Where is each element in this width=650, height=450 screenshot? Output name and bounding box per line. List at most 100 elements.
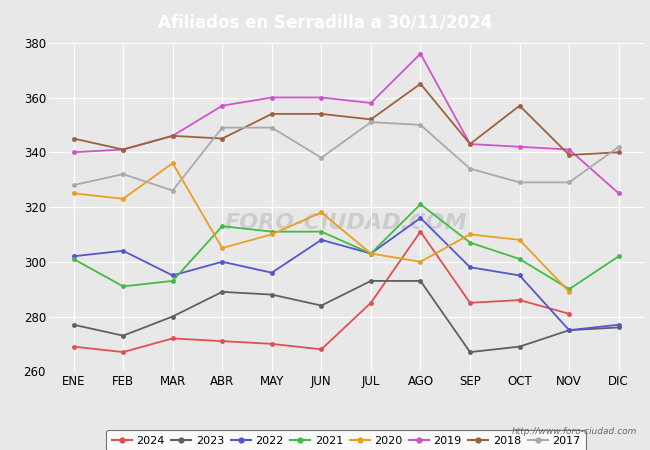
2021 (466, 240, 474, 245)
2023 (566, 328, 573, 333)
2024 (70, 344, 77, 349)
Text: Afiliados en Serradilla a 30/11/2024: Afiliados en Serradilla a 30/11/2024 (158, 14, 492, 32)
2020 (317, 210, 325, 215)
2018 (119, 147, 127, 152)
2023 (515, 344, 523, 349)
2024 (466, 300, 474, 306)
Line: 2017: 2017 (72, 121, 621, 192)
Line: 2020: 2020 (72, 162, 571, 293)
2021 (615, 254, 623, 259)
2023 (615, 325, 623, 330)
2017 (119, 171, 127, 177)
2023 (268, 292, 276, 297)
2022 (70, 254, 77, 259)
Line: 2022: 2022 (72, 216, 621, 332)
2019 (268, 95, 276, 100)
2021 (317, 229, 325, 234)
2018 (417, 81, 424, 86)
Line: 2018: 2018 (72, 82, 621, 157)
Legend: 2024, 2023, 2022, 2021, 2020, 2019, 2018, 2017: 2024, 2023, 2022, 2021, 2020, 2019, 2018… (107, 430, 586, 450)
2017 (466, 166, 474, 171)
2019 (218, 103, 226, 108)
Line: 2024: 2024 (72, 230, 571, 354)
2024 (367, 300, 375, 306)
2020 (169, 161, 177, 166)
Line: 2021: 2021 (72, 202, 621, 291)
2020 (218, 245, 226, 251)
Line: 2023: 2023 (72, 279, 621, 354)
2021 (119, 284, 127, 289)
2017 (70, 182, 77, 188)
2019 (70, 149, 77, 155)
2019 (119, 147, 127, 152)
2017 (367, 119, 375, 125)
2022 (169, 273, 177, 278)
2017 (268, 125, 276, 130)
2022 (466, 265, 474, 270)
2024 (417, 229, 424, 234)
2021 (218, 224, 226, 229)
Text: http://www.foro-ciudad.com: http://www.foro-ciudad.com (512, 427, 637, 436)
2017 (218, 125, 226, 130)
2018 (70, 136, 77, 141)
2022 (218, 259, 226, 265)
Line: 2019: 2019 (72, 52, 621, 195)
2020 (566, 289, 573, 295)
2021 (367, 251, 375, 256)
2022 (615, 322, 623, 328)
2024 (317, 346, 325, 352)
2024 (169, 336, 177, 341)
2020 (367, 251, 375, 256)
2022 (566, 328, 573, 333)
2019 (566, 147, 573, 152)
2022 (417, 215, 424, 220)
2019 (367, 100, 375, 106)
2024 (119, 349, 127, 355)
2021 (70, 256, 77, 262)
Text: FORO-CIUDAD.COM: FORO-CIUDAD.COM (225, 213, 467, 234)
2020 (70, 191, 77, 196)
2018 (615, 149, 623, 155)
2024 (218, 338, 226, 344)
2023 (218, 289, 226, 295)
2018 (367, 117, 375, 122)
2020 (466, 232, 474, 237)
2017 (417, 122, 424, 128)
2020 (268, 232, 276, 237)
2019 (515, 144, 523, 149)
2018 (169, 133, 177, 139)
2022 (119, 248, 127, 253)
2023 (169, 314, 177, 319)
2020 (417, 259, 424, 265)
2017 (615, 144, 623, 149)
2019 (615, 191, 623, 196)
2019 (169, 133, 177, 139)
2020 (119, 196, 127, 202)
2017 (317, 155, 325, 161)
2022 (515, 273, 523, 278)
2018 (466, 141, 474, 147)
2024 (566, 311, 573, 316)
2018 (317, 111, 325, 117)
2017 (169, 188, 177, 194)
2023 (466, 349, 474, 355)
2024 (268, 341, 276, 346)
2022 (268, 270, 276, 275)
2018 (515, 103, 523, 108)
2021 (268, 229, 276, 234)
2019 (466, 141, 474, 147)
2023 (119, 333, 127, 338)
2023 (417, 278, 424, 284)
2023 (70, 322, 77, 328)
2021 (169, 278, 177, 284)
2021 (566, 287, 573, 292)
2017 (566, 180, 573, 185)
2022 (317, 237, 325, 243)
2022 (367, 251, 375, 256)
2019 (317, 95, 325, 100)
2018 (268, 111, 276, 117)
2018 (566, 152, 573, 158)
2017 (515, 180, 523, 185)
2018 (218, 136, 226, 141)
2020 (515, 237, 523, 243)
